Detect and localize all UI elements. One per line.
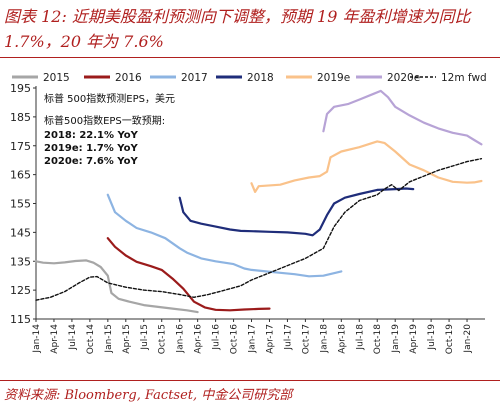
series-line-2020e bbox=[322, 89, 483, 146]
x-tick-label: Apr-16 bbox=[194, 324, 204, 354]
legend-label: 2020e bbox=[387, 72, 420, 84]
title-rule bbox=[0, 57, 500, 58]
legend-label: 2015 bbox=[43, 72, 70, 84]
annotation-line: 2020e: 7.6% YoY bbox=[44, 156, 139, 167]
source-note: 资料来源: Bloomberg, Factset, 中金公司研究部 bbox=[4, 388, 293, 403]
series-line-12m-fwd bbox=[35, 158, 483, 301]
x-tick-label: Apr-14 bbox=[50, 324, 60, 354]
legend-label: 2019e bbox=[317, 72, 350, 84]
y-tick-label: 155 bbox=[10, 198, 31, 211]
x-tick-label: Apr-15 bbox=[122, 324, 132, 354]
x-tick-label: Oct-17 bbox=[301, 324, 311, 354]
legend-label: 2016 bbox=[115, 72, 142, 84]
y-tick-label: 135 bbox=[10, 255, 31, 268]
x-tick-label: Apr-18 bbox=[337, 324, 347, 354]
annotation-line: 2018: 22.1% YoY bbox=[44, 130, 139, 141]
y-tick-label: 185 bbox=[10, 111, 31, 124]
legend-label: 2018 bbox=[247, 72, 274, 84]
x-tick-label: Jul-19 bbox=[427, 324, 437, 351]
x-tick-label: Apr-17 bbox=[265, 324, 275, 354]
x-tick-label: Jan-17 bbox=[248, 324, 258, 354]
y-tick-label: 115 bbox=[10, 313, 31, 326]
x-tick-label: Jul-16 bbox=[212, 324, 222, 351]
x-tick-label: Jan-16 bbox=[176, 324, 186, 354]
figure-title: 图表 12: 近期美股盈利预测向下调整，预期 19 年盈利增速为同比 1.7%，… bbox=[4, 7, 471, 51]
annotation-line: 2019e: 1.7% YoY bbox=[44, 143, 139, 154]
x-tick-label: Jul-14 bbox=[68, 324, 78, 351]
source-rule bbox=[0, 380, 500, 381]
series-line-2018 bbox=[178, 187, 415, 237]
annotation-line: 标普500指数EPS一致预期: bbox=[44, 114, 165, 127]
series-line-2019e bbox=[250, 140, 483, 193]
legend-label: 12m fwd bbox=[441, 72, 487, 84]
x-tick-label: Oct-16 bbox=[230, 324, 240, 355]
x-tick-label: Apr-19 bbox=[409, 324, 419, 354]
series-line-2017 bbox=[106, 193, 343, 278]
x-tick-label: Oct-19 bbox=[445, 324, 455, 355]
x-tick-label: Jul-18 bbox=[355, 324, 365, 351]
x-tick-label: Jan-14 bbox=[32, 324, 42, 354]
y-tick-label: 165 bbox=[10, 169, 31, 182]
x-tick-label: Jan-18 bbox=[319, 324, 329, 354]
x-tick-label: Jan-19 bbox=[391, 324, 401, 354]
x-tick-label: Jul-15 bbox=[140, 324, 150, 351]
legend-label: 2017 bbox=[181, 72, 208, 84]
x-tick-label: Jan-15 bbox=[104, 324, 114, 354]
series-line-2016 bbox=[106, 237, 271, 312]
annotation-line: 标普 500指数预测EPS，美元 bbox=[44, 92, 175, 105]
x-tick-label: Jan-20 bbox=[463, 324, 473, 354]
y-tick-label: 145 bbox=[10, 226, 31, 239]
x-tick-label: Jul-17 bbox=[283, 324, 293, 351]
series-line-2015 bbox=[34, 259, 199, 314]
x-tick-label: Oct-15 bbox=[158, 324, 168, 354]
x-tick-label: Oct-14 bbox=[86, 324, 96, 355]
y-tick-label: 195 bbox=[10, 82, 31, 95]
y-tick-label: 125 bbox=[10, 284, 31, 297]
x-tick-label: Oct-18 bbox=[373, 324, 383, 355]
y-tick-label: 175 bbox=[10, 140, 31, 153]
